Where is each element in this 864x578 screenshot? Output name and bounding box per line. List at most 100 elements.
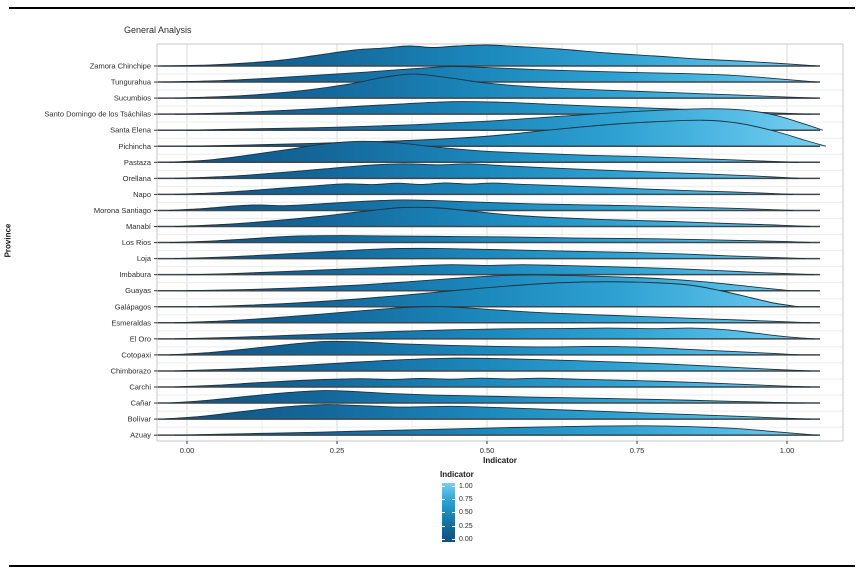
legend-title: Indicator xyxy=(440,470,474,479)
y-tick-label: Pichincha xyxy=(118,142,151,151)
legend-tick-mark xyxy=(452,499,455,501)
ridge-fill xyxy=(163,44,817,66)
ridge-fill xyxy=(175,182,793,195)
ridge-fill xyxy=(199,281,799,307)
legend-tick-mark xyxy=(452,525,455,527)
ridge-orellana xyxy=(157,163,820,180)
ridge-napo xyxy=(157,182,820,196)
ridge-outline xyxy=(174,206,812,227)
y-tick-label: Morona Santiago xyxy=(94,206,151,215)
bottom-rule xyxy=(9,565,855,567)
x-axis-title: Indicator xyxy=(483,456,517,465)
x-tick-label: 1.00 xyxy=(780,446,795,455)
y-tick-label: Esmeraldas xyxy=(111,318,151,327)
ridge-morona-santiago xyxy=(157,199,820,212)
y-tick-label: Napo xyxy=(133,190,151,199)
ridge-zamora-chinchipe xyxy=(157,44,820,67)
ridge-outline xyxy=(168,340,800,356)
axes: 0.00 0.25 0.50 0.75 1.00 Zamora Chinchipe Tung… xyxy=(44,62,794,456)
legend-tick-mark xyxy=(452,486,455,487)
legend-tick-mark xyxy=(442,499,445,501)
y-tick-label: Loja xyxy=(137,254,152,263)
y-tick-label: Orellana xyxy=(123,174,152,183)
ridgeline-chart: 0.00 0.25 0.50 0.75 1.00 Zamora Chinchipe Tung… xyxy=(44,43,844,456)
ridge-outline xyxy=(174,377,812,388)
ridge-manab- xyxy=(157,206,820,228)
ridge-fill xyxy=(169,341,799,355)
top-rule xyxy=(9,7,855,9)
ridge-bol-var xyxy=(157,404,820,420)
ridge-outline xyxy=(174,306,812,324)
ridge-outline xyxy=(168,199,794,211)
ridge-fill xyxy=(175,378,811,387)
y-tick-label: Galápagos xyxy=(115,302,152,311)
y-tick-label: Manabí xyxy=(126,222,152,231)
legend-tick-mark xyxy=(452,512,455,514)
ridge-cotopaxi xyxy=(157,340,820,356)
legend-gradient-bar xyxy=(442,483,455,542)
x-tick-label: 0.75 xyxy=(630,446,645,455)
legend-tick-label: 0.50 xyxy=(459,509,473,517)
ridge-outline xyxy=(168,140,800,163)
y-tick-label: Chimborazo xyxy=(111,366,151,375)
legend-tick-label: 0.75 xyxy=(459,496,473,504)
legend-tick-mark xyxy=(452,538,455,540)
ridge-azuay xyxy=(157,425,820,436)
ridge-outline xyxy=(174,73,818,99)
legend-tick-label: 0.00 xyxy=(459,535,473,543)
ridge-fill xyxy=(175,425,817,436)
legend-tick-label: 0.25 xyxy=(459,522,473,530)
y-tick-label: Azuay xyxy=(130,431,151,440)
legend-tick-mark xyxy=(442,538,445,540)
ridge-outline xyxy=(186,108,824,131)
y-tick-label: Cañar xyxy=(131,399,152,408)
ridge-outline xyxy=(174,357,812,372)
ridge-ca-ar xyxy=(157,390,820,404)
ridge-outline xyxy=(162,404,812,420)
ridge-fill xyxy=(175,328,814,339)
y-tick-label: Tungurahua xyxy=(111,78,152,87)
ridge-esmeraldas xyxy=(157,306,820,324)
x-tick-label: 0.00 xyxy=(180,446,195,455)
ridge-outline xyxy=(186,274,791,292)
ridge-fill xyxy=(163,66,817,83)
ridge-carchi xyxy=(157,377,820,388)
y-tick-label: Zamora Chinchipe xyxy=(90,62,151,71)
x-tick-label: 0.25 xyxy=(330,446,345,455)
ridge-fill xyxy=(175,306,811,323)
ridge-fill xyxy=(169,235,811,243)
ridge-fill xyxy=(187,264,814,275)
ridge-tungurahua xyxy=(157,66,820,83)
y-tick-label: Santo Domingo de los Tsáchilas xyxy=(44,110,151,119)
ridge-fill xyxy=(163,404,811,420)
ridge-outline xyxy=(186,264,815,276)
y-tick-label: Sucumbios xyxy=(114,94,151,103)
ridge-fill xyxy=(169,390,805,404)
chart-title: General Analysis xyxy=(124,25,192,35)
ridge-gal-pagos xyxy=(157,281,820,308)
y-tick-label: Santa Elena xyxy=(110,126,152,135)
ridge-pastaza xyxy=(157,140,820,164)
ridge-outline xyxy=(168,390,806,404)
ridge-fill xyxy=(187,120,826,147)
ridge-outline xyxy=(174,182,794,195)
y-tick-label: Imbabura xyxy=(119,270,152,279)
legend-tick-mark xyxy=(442,486,445,487)
y-tick-label: Cotopaxi xyxy=(121,350,151,359)
legend-tick-mark xyxy=(442,525,445,527)
legend-tick-mark xyxy=(442,512,445,514)
ridge-outline xyxy=(174,425,818,436)
ridge-chimborazo xyxy=(157,357,820,372)
ridge-fill xyxy=(175,163,799,179)
legend: Indicator 1.00 0.75 0.50 0.25 0.00 xyxy=(436,470,556,543)
ridge-outline xyxy=(162,66,818,83)
legend-tick-label: 1.00 xyxy=(459,483,473,490)
ridge-fill xyxy=(169,199,793,211)
ridge-fill xyxy=(175,248,805,259)
y-tick-label: Guayas xyxy=(125,286,151,295)
ridge-outline xyxy=(168,235,812,243)
x-tick-label: 0.50 xyxy=(480,446,495,455)
ridge-imbabura xyxy=(157,264,820,276)
ridge-outline xyxy=(174,327,815,340)
